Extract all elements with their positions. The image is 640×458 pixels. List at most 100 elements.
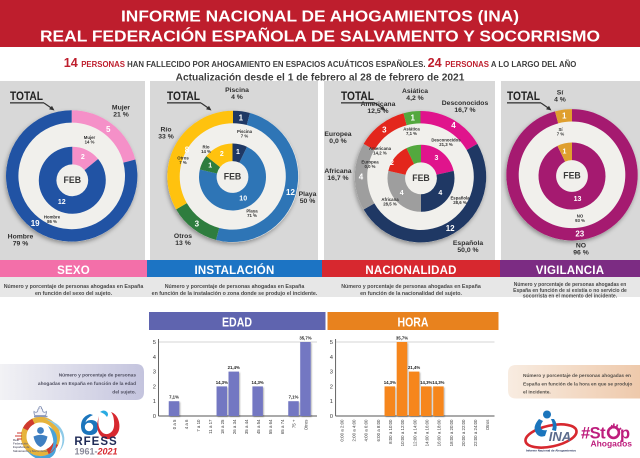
svg-text:TOTAL: TOTAL bbox=[167, 89, 200, 103]
svg-text:INSTALACIÓN: INSTALACIÓN bbox=[195, 264, 275, 277]
svg-text:Número y porcentaje de persona: Número y porcentaje de personas ahogadas… bbox=[341, 284, 481, 297]
svg-text:Federación: Federación bbox=[13, 442, 28, 446]
svg-text:2: 2 bbox=[81, 154, 85, 161]
svg-text:1: 1 bbox=[153, 399, 156, 405]
svg-text:26 a 34: 26 a 34 bbox=[232, 419, 237, 434]
svg-text:75 +: 75 + bbox=[292, 419, 297, 428]
svg-text:1: 1 bbox=[236, 149, 240, 156]
svg-text:Otros: Otros bbox=[304, 419, 309, 431]
svg-text:VIGILANCIA: VIGILANCIA bbox=[536, 265, 604, 277]
svg-text:14,3%: 14,3% bbox=[420, 380, 432, 385]
svg-text:2: 2 bbox=[330, 384, 333, 390]
svg-text:4: 4 bbox=[400, 190, 404, 197]
svg-text:14,3%: 14,3% bbox=[216, 380, 228, 385]
svg-text:23: 23 bbox=[575, 230, 584, 239]
svg-text:p: p bbox=[620, 425, 630, 443]
svg-text:3: 3 bbox=[330, 370, 333, 376]
svg-text:2: 2 bbox=[220, 151, 224, 158]
svg-text:1: 1 bbox=[208, 162, 212, 169]
svg-text:Sí7 %: Sí 7 % bbox=[557, 127, 565, 137]
svg-text:1: 1 bbox=[239, 113, 244, 122]
svg-text:12: 12 bbox=[58, 199, 66, 206]
svg-text:65 a 74: 65 a 74 bbox=[280, 419, 285, 434]
svg-text:14,3%: 14,3% bbox=[432, 380, 444, 385]
svg-text:Sí4 %: Sí 4 % bbox=[554, 90, 566, 104]
svg-text:4: 4 bbox=[359, 173, 364, 182]
svg-text:EDAD: EDAD bbox=[222, 314, 252, 329]
svg-text:21,4%: 21,4% bbox=[408, 365, 420, 370]
svg-text:0: 0 bbox=[330, 414, 333, 420]
svg-text:4 a 6: 4 a 6 bbox=[184, 419, 189, 429]
svg-text:0:00 a 2:00: 0:00 a 2:00 bbox=[339, 419, 344, 442]
svg-text:INA: INA bbox=[549, 429, 571, 444]
svg-text:3: 3 bbox=[434, 155, 438, 162]
svg-text:5: 5 bbox=[106, 125, 111, 134]
svg-text:Número y porcentaje de persona: Número y porcentaje de personas ahogadas… bbox=[523, 373, 632, 396]
svg-text:21,4%: 21,4% bbox=[228, 365, 240, 370]
svg-text:FEB: FEB bbox=[64, 175, 82, 186]
svg-text:20:00 a 22:00: 20:00 a 22:00 bbox=[461, 419, 466, 446]
svg-text:35,7%: 35,7% bbox=[299, 336, 311, 341]
svg-text:FEB: FEB bbox=[563, 171, 581, 182]
svg-text:2: 2 bbox=[153, 384, 156, 390]
svg-text:22:00 a 24:00: 22:00 a 24:00 bbox=[473, 419, 478, 446]
svg-text:Número y porcentaje de persona: Número y porcentaje de personas ahogadas… bbox=[152, 284, 318, 297]
svg-text:14:00 a 16:00: 14:00 a 16:00 bbox=[424, 419, 429, 446]
svg-text:35 a 44: 35 a 44 bbox=[244, 419, 249, 434]
svg-text:Actualización desde el 1 de fe: Actualización desde el 1 de febrero al 2… bbox=[176, 73, 465, 84]
svg-text:8: 8 bbox=[185, 146, 190, 155]
svg-text:TOTAL: TOTAL bbox=[341, 89, 374, 103]
svg-text:3: 3 bbox=[382, 125, 387, 134]
svg-text:2: 2 bbox=[390, 160, 394, 167]
svg-text:REAL FEDERACIÓN ESPAÑOLA DE SA: REAL FEDERACIÓN ESPAÑOLA DE SALVAMENTO Y… bbox=[40, 28, 600, 46]
svg-text:7,1%: 7,1% bbox=[289, 395, 299, 400]
svg-text:5: 5 bbox=[330, 340, 333, 346]
svg-text:7 a 10: 7 a 10 bbox=[196, 419, 201, 432]
svg-text:1: 1 bbox=[330, 399, 333, 405]
svg-text:SEXO: SEXO bbox=[57, 265, 90, 277]
svg-text:5: 5 bbox=[153, 340, 156, 346]
svg-text:7,1%: 7,1% bbox=[169, 395, 179, 400]
svg-text:16:00 a 18:00: 16:00 a 18:00 bbox=[437, 419, 442, 446]
svg-text:11 a 17: 11 a 17 bbox=[208, 419, 213, 434]
svg-text:45 a 54: 45 a 54 bbox=[256, 419, 261, 434]
svg-text:3: 3 bbox=[195, 220, 200, 229]
svg-text:0 a 5: 0 a 5 bbox=[172, 419, 177, 429]
svg-text:4: 4 bbox=[330, 355, 334, 361]
svg-text:Número y porcentaje de persona: Número y porcentaje de personas ahogadas… bbox=[513, 282, 627, 300]
svg-text:Real: Real bbox=[13, 438, 19, 442]
svg-text:TOTAL: TOTAL bbox=[10, 89, 43, 103]
svg-text:FEB: FEB bbox=[412, 173, 430, 184]
svg-text:18 a 25: 18 a 25 bbox=[220, 419, 225, 434]
svg-text:14 PERSONAS HAN FALLECIDO POR: 14 PERSONAS HAN FALLECIDO POR AHOGAMIENT… bbox=[64, 56, 577, 70]
svg-text:Informe Nacional de Ahogamient: Informe Nacional de Ahogamientos bbox=[526, 449, 577, 453]
svg-text:Número y porcentaje de persona: Número y porcentaje de personas ahogadas… bbox=[4, 284, 144, 297]
svg-text:0: 0 bbox=[153, 414, 156, 420]
svg-text:#St: #St bbox=[581, 425, 606, 443]
svg-text:1: 1 bbox=[410, 114, 415, 123]
svg-text:12:00 a 14:00: 12:00 a 14:00 bbox=[412, 419, 417, 446]
svg-text:Salvamento y Socorrismo: Salvamento y Socorrismo bbox=[13, 449, 48, 453]
svg-text:14,3%: 14,3% bbox=[252, 380, 264, 385]
svg-text:Española de: Española de bbox=[13, 445, 30, 449]
svg-text:RFESS: RFESS bbox=[74, 436, 117, 448]
svg-text:NACIONALIDAD: NACIONALIDAD bbox=[365, 265, 456, 277]
